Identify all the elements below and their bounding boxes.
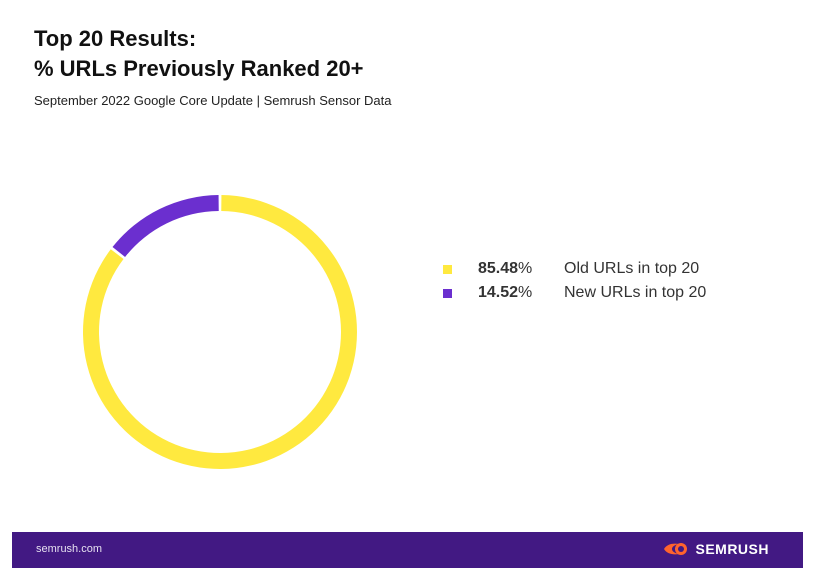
legend-value-old-urls: 85.48% xyxy=(478,260,533,277)
chart-subtitle: September 2022 Google Core Update | Semr… xyxy=(34,93,392,108)
legend-swatch-new-urls xyxy=(443,288,452,298)
legend-item-new-urls: 14.52% New URLs in top 20 xyxy=(443,281,706,305)
legend-item-old-urls: 85.48% Old URLs in top 20 xyxy=(443,257,706,281)
legend-value-new-urls: 14.52% xyxy=(478,284,533,301)
chart-title-line-1: Top 20 Results: xyxy=(34,26,197,51)
legend-swatch-old-urls xyxy=(443,264,452,274)
chart-title: Top 20 Results: % URLs Previously Ranked… xyxy=(34,24,364,84)
footer-site-link[interactable]: semrush.com xyxy=(36,543,103,555)
footer-bar: semrush.com SEMRUSH xyxy=(12,532,803,568)
legend-label-new-urls: New URLs in top 20 xyxy=(564,284,707,301)
chart-title-line-2: % URLs Previously Ranked 20+ xyxy=(34,56,364,81)
chart-legend: 85.48% Old URLs in top 20 14.52% New URL… xyxy=(443,257,706,305)
brand-name: SEMRUSH xyxy=(695,541,769,557)
donut-slice-new-urls xyxy=(112,195,219,257)
legend-label-old-urls: Old URLs in top 20 xyxy=(564,260,700,277)
brand-logo: SEMRUSH xyxy=(663,541,769,557)
semrush-fireball-icon xyxy=(664,543,688,555)
